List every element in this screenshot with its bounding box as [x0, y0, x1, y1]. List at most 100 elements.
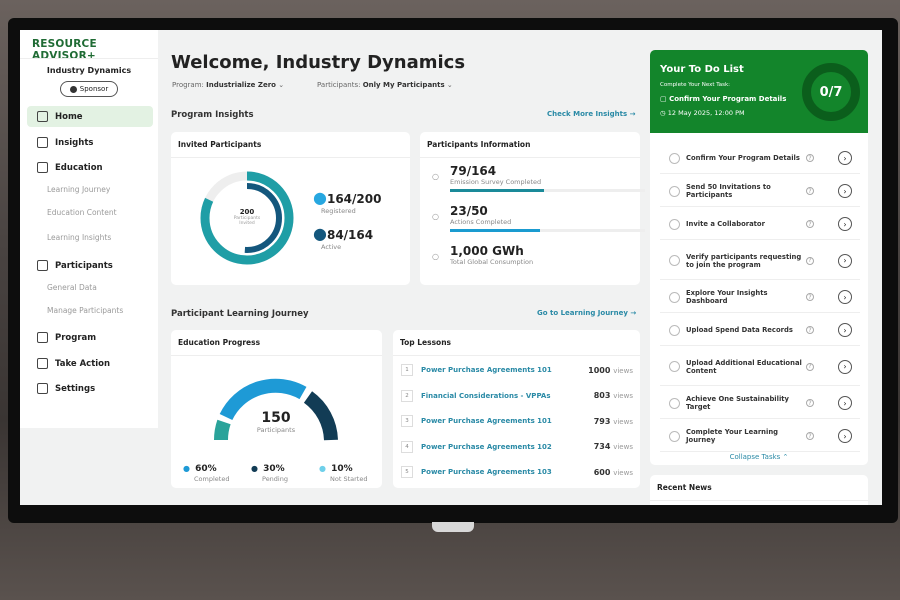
- help-icon[interactable]: ?: [806, 154, 814, 162]
- program-filter[interactable]: Program: Industrialize Zero ⌄: [172, 81, 284, 89]
- section-title: Participant Learning Journey: [171, 309, 309, 319]
- sidebar-subitem[interactable]: Learning Insights: [47, 233, 112, 242]
- todo-item[interactable]: Send 50 Invitations to Participants? ›: [660, 176, 860, 207]
- sidebar-item[interactable]: Education: [27, 157, 153, 178]
- next-task-link[interactable]: ▢ Confirm Your Program Details: [660, 95, 787, 103]
- invited-total: 200: [239, 208, 255, 216]
- lesson-row[interactable]: 3 Power Purchase Agreements 101 793 views: [401, 411, 633, 431]
- checkbox[interactable]: [669, 397, 680, 409]
- sidebar-item[interactable]: Take Action: [27, 353, 153, 374]
- chevron-right-icon[interactable]: ›: [838, 396, 852, 410]
- card-title: Participants Information: [420, 132, 640, 158]
- checkbox[interactable]: [669, 218, 680, 230]
- invited-participants-card: Invited Participants 200 Participants In…: [171, 132, 410, 285]
- next-task-date: ◷ 12 May 2025, 12:00 PM: [660, 109, 745, 117]
- todo-item[interactable]: Achieve One Sustainability Target? ›: [660, 388, 860, 419]
- todo-item[interactable]: Invite a Collaborator? ›: [660, 209, 860, 240]
- program-label: Program:: [172, 81, 204, 89]
- screen: RESOURCE ADVISOR+ Industry Dynamics Spon…: [20, 30, 882, 505]
- sidebar-item-label: Education: [55, 162, 103, 173]
- chevron-right-icon[interactable]: ›: [838, 429, 852, 443]
- todo-item[interactable]: Explore Your Insights Dashboard? ›: [660, 282, 860, 313]
- help-icon[interactable]: ?: [806, 432, 814, 440]
- sidebar-item[interactable]: Program: [27, 327, 153, 348]
- todo-item[interactable]: Confirm Your Program Details? ›: [660, 143, 860, 174]
- role-badge: Sponsor: [60, 81, 118, 97]
- sidebar-subitem[interactable]: Education Content: [47, 208, 117, 217]
- lesson-row[interactable]: 5 Power Purchase Agreements 103 600 views: [401, 462, 633, 482]
- sidebar-subitem[interactable]: General Data: [47, 283, 97, 292]
- help-icon[interactable]: ?: [806, 399, 814, 407]
- participants-information-card: Participants Information ○ 79/164 Emissio…: [420, 132, 645, 285]
- lesson-row[interactable]: 2 Financial Considerations - VPPAs 803 vie…: [401, 386, 633, 406]
- participants-value: Only My Participants: [362, 81, 445, 89]
- check-more-insights-link[interactable]: Check More Insights →: [547, 110, 636, 118]
- checkbox[interactable]: [669, 152, 680, 164]
- page-title: Welcome, Industry Dynamics: [171, 52, 466, 73]
- sidebar-item-label: Home: [55, 111, 83, 122]
- checkbox[interactable]: [669, 291, 680, 303]
- help-icon[interactable]: ?: [806, 362, 814, 371]
- todo-progress-ring: 0/7: [802, 63, 860, 121]
- sidebar-item[interactable]: Home: [27, 106, 153, 127]
- chevron-right-icon[interactable]: ›: [838, 184, 852, 198]
- info-value: 79/164: [450, 164, 497, 178]
- lesson-row[interactable]: 4 Power Purchase Agreements 102 734 views: [401, 437, 633, 457]
- help-icon[interactable]: ?: [806, 326, 814, 334]
- invited-donut: [200, 171, 294, 265]
- sidebar-item[interactable]: Insights: [27, 132, 153, 153]
- help-icon[interactable]: ?: [806, 220, 814, 228]
- chevron-down-icon: ⌄: [446, 81, 453, 89]
- registered-arc: [200, 171, 294, 265]
- recent-news-card: Recent News: [650, 475, 868, 505]
- section-title: Program Insights: [171, 110, 254, 120]
- collapse-tasks-button[interactable]: Collapse Tasks ⌃: [729, 453, 789, 461]
- info-value: 23/50: [450, 204, 488, 218]
- active-value: 84/164: [326, 228, 374, 242]
- home-icon: [37, 111, 48, 122]
- legend-item: ● 30% Pending: [251, 464, 288, 483]
- checkbox[interactable]: [669, 361, 680, 372]
- todo-item[interactable]: Upload Additional Educational Content? ›: [660, 348, 860, 386]
- sidebar-subitem[interactable]: Manage Participants: [47, 306, 124, 315]
- registered-label: Registered: [321, 207, 356, 215]
- todo-title: Your To Do List: [660, 64, 744, 75]
- checkbox[interactable]: [669, 255, 680, 266]
- lesson-row[interactable]: 1 Power Purchase Agreements 101 1000 views: [401, 360, 633, 380]
- card-title: Invited Participants: [171, 132, 410, 158]
- info-label: Emission Survey Completed: [450, 178, 542, 186]
- role-label: Sponsor: [79, 85, 109, 93]
- checkbox[interactable]: [669, 430, 680, 442]
- chevron-right-icon[interactable]: ›: [838, 253, 852, 268]
- go-to-learning-journey-link[interactable]: Go to Learning Journey →: [537, 309, 637, 317]
- chevron-right-icon[interactable]: ›: [838, 359, 852, 374]
- help-icon[interactable]: ?: [806, 293, 814, 301]
- invited-label: Participants Invited: [233, 216, 261, 226]
- help-icon[interactable]: ?: [806, 256, 814, 265]
- todo-header: Your To Do List Complete Your Next Task:…: [650, 50, 868, 133]
- todo-item[interactable]: Verify participants requesting to join t…: [660, 242, 860, 280]
- sidebar-item[interactable]: Participants: [27, 255, 153, 276]
- info-progress-bar: [450, 229, 645, 232]
- sidebar-subitem[interactable]: Learning Journey: [47, 185, 111, 194]
- chevron-right-icon[interactable]: ›: [838, 290, 852, 304]
- book-icon: [37, 162, 48, 173]
- sidebar-item[interactable]: Settings: [27, 378, 153, 399]
- todo-item[interactable]: Complete Your Learning Journey? ›: [660, 421, 860, 452]
- participants-filter[interactable]: Participants: Only My Participants ⌄: [317, 81, 453, 89]
- info-label: Actions Completed: [450, 218, 512, 226]
- info-label: Total Global Consumption: [450, 258, 534, 266]
- checkbox[interactable]: [669, 185, 680, 197]
- sidebar-item-label: Participants: [55, 260, 113, 271]
- chevron-right-icon[interactable]: ›: [838, 151, 852, 165]
- next-task-label: Complete Your Next Task:: [660, 82, 731, 88]
- todo-item[interactable]: Upload Spend Data Records? ›: [660, 315, 860, 346]
- checkbox[interactable]: [669, 324, 680, 336]
- chevron-right-icon[interactable]: ›: [838, 323, 852, 337]
- org-name: Industry Dynamics: [46, 66, 132, 75]
- help-icon[interactable]: ?: [806, 187, 814, 195]
- sidebar-item-label: Take Action: [55, 358, 111, 369]
- program-value: Industrialize Zero: [206, 81, 276, 89]
- chevron-right-icon[interactable]: ›: [838, 217, 852, 231]
- lesson-link: Power Purchase Agreements 103: [421, 468, 552, 476]
